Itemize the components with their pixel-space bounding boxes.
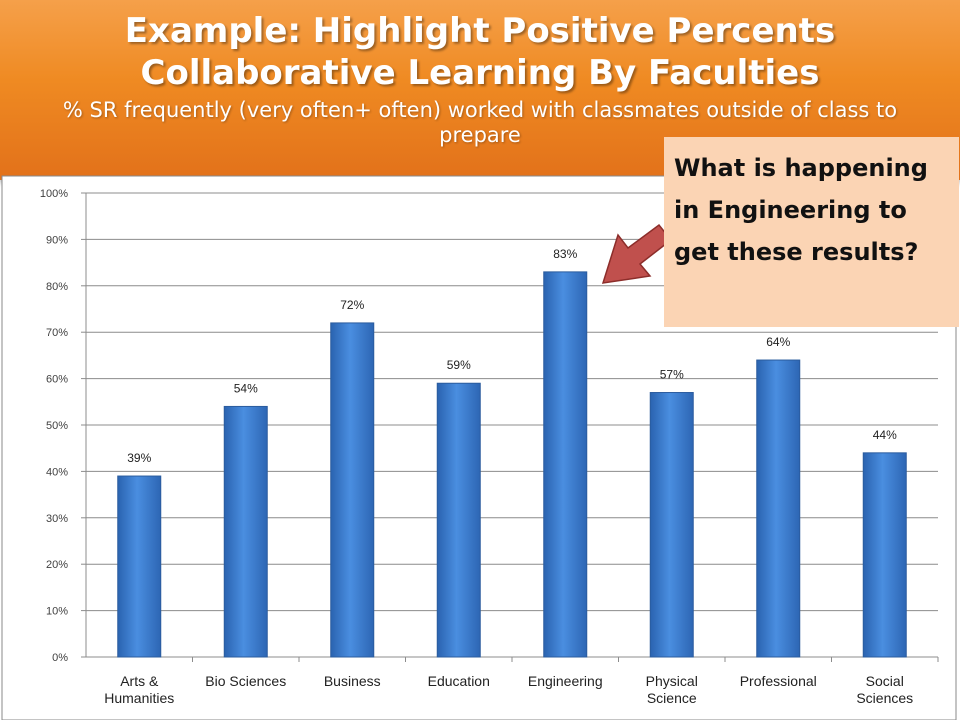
bar — [649, 392, 694, 658]
y-tick-label: 20% — [46, 559, 68, 571]
title-banner: Example: Highlight Positive Percents Col… — [0, 0, 960, 180]
bar — [862, 452, 907, 658]
bar — [330, 322, 375, 658]
data-label: 64% — [766, 335, 790, 349]
y-tick-label: 0% — [52, 652, 68, 664]
y-tick-label: 30% — [46, 513, 68, 525]
callout-text: What is happening in Engineering to get … — [674, 154, 928, 266]
bar — [436, 382, 481, 658]
y-tick-label: 90% — [46, 234, 68, 246]
category-label: Engineering — [528, 673, 603, 689]
category-label: Arts & Humanities — [104, 673, 174, 706]
bar — [117, 475, 162, 658]
data-label: 54% — [234, 381, 258, 395]
category-label: Professional — [740, 673, 817, 689]
category-label: Social Sciences — [856, 673, 913, 706]
data-label: 83% — [553, 247, 577, 261]
category-label: Business — [324, 673, 381, 689]
bar — [223, 405, 268, 658]
y-tick-label: 10% — [46, 606, 68, 618]
y-tick-label: 70% — [46, 327, 68, 339]
bar — [543, 271, 588, 658]
data-label: 39% — [127, 451, 151, 465]
y-tick-label: 40% — [46, 466, 68, 478]
callout-box: What is happening in Engineering to get … — [664, 137, 959, 327]
y-tick-label: 60% — [46, 374, 68, 386]
slide-title-line-1: Example: Highlight Positive Percents — [124, 11, 836, 51]
y-tick-label: 80% — [46, 281, 68, 293]
data-label: 59% — [447, 358, 471, 372]
data-label: 57% — [660, 368, 684, 382]
data-label: 44% — [873, 428, 897, 442]
slide-subtitle: % SR frequently (very often+ often) work… — [62, 98, 898, 147]
slide-title-line-2: Collaborative Learning By Faculties — [140, 53, 820, 93]
category-label: Education — [428, 673, 490, 689]
bar — [756, 359, 801, 658]
y-tick-label: 100% — [40, 188, 68, 200]
y-tick-label: 50% — [46, 420, 68, 432]
category-label: Physical Science — [646, 673, 698, 706]
category-label: Bio Sciences — [205, 673, 286, 689]
data-label: 72% — [340, 298, 364, 312]
